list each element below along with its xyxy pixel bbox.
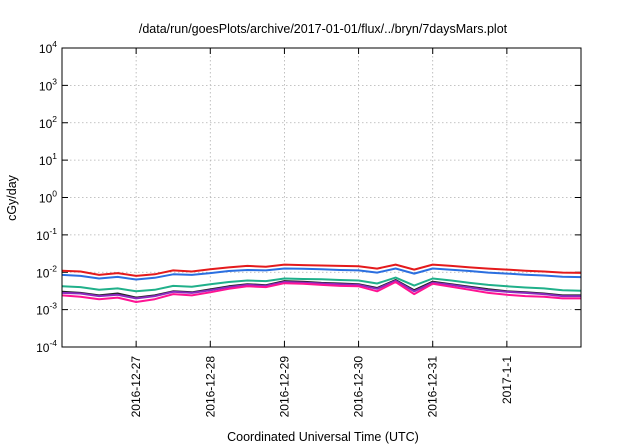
series-line-blue xyxy=(61,267,582,281)
series-line-purple xyxy=(61,279,581,300)
y-tick-label: 101 xyxy=(39,151,57,168)
y-axis-label: cGy/day xyxy=(5,174,19,221)
y-tick-label: 10-2 xyxy=(36,263,57,280)
x-axis-ticks: 2016-12-27 2016-12-28 2016-12-29 2016-12-30… xyxy=(129,48,514,417)
y-tick-label: 10-4 xyxy=(36,338,57,355)
x-tick-label: 2017-1-1 xyxy=(500,356,514,404)
y-tick-label: 10-3 xyxy=(36,301,57,318)
y-tick-label: 100 xyxy=(39,189,57,206)
x-tick-label: 2016-12-30 xyxy=(352,356,366,418)
y-axis-ticks: 10-4 10-3 10-2 10-1 100 101 102 103 104 xyxy=(36,39,581,355)
x-tick-label: 2016-12-31 xyxy=(426,356,440,418)
series-line-teal xyxy=(61,276,582,293)
x-axis-label: Coordinated Universal Time (UTC) xyxy=(227,430,419,444)
series-lines xyxy=(61,263,582,303)
y-tick-label: 103 xyxy=(39,76,57,93)
y-tick-label: 10-1 xyxy=(36,226,57,243)
y-tick-label: 104 xyxy=(39,39,57,56)
x-tick-label: 2016-12-27 xyxy=(129,356,143,418)
series-line-magenta xyxy=(61,281,581,303)
chart-title: /data/run/goesPlots/archive/2017-01-01/f… xyxy=(139,22,508,36)
plot-frame xyxy=(61,47,582,348)
y-tick-label: 102 xyxy=(39,114,57,131)
series-line-red xyxy=(61,263,582,277)
x-tick-label: 2016-12-28 xyxy=(203,356,217,418)
x-tick-label: 2016-12-29 xyxy=(277,356,291,418)
